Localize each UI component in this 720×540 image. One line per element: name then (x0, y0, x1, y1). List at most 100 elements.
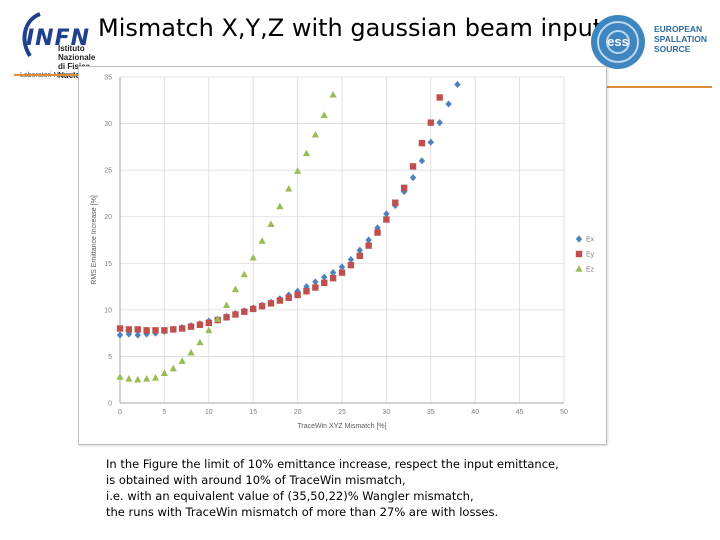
ez-point (249, 253, 257, 261)
chart-frame: 0 5 10 15 20 25 30 35 40 45 50 0 5 10 15 20 25 30 35 Ex Ey E… (78, 66, 607, 445)
ey-point (321, 279, 328, 287)
legend-ez-label: Ez (586, 267, 595, 274)
infn-arc-graphic (22, 12, 41, 58)
chart-legend: Ex Ey Ez (575, 235, 595, 274)
chart-axes (119, 77, 564, 404)
ess-logo-line3: SOURCE (654, 44, 691, 54)
legend-ey-marker (575, 250, 583, 258)
caption: In the Figure the limit of 10% emittance… (106, 456, 666, 520)
legend-ez-marker (575, 265, 583, 272)
y-tick-label: 15 (104, 261, 112, 268)
y-tick-label: 20 (104, 214, 112, 221)
ez-point (320, 111, 328, 118)
ez-point (294, 167, 302, 174)
ey-point (161, 327, 168, 334)
ey-point (232, 311, 239, 318)
ey-point (143, 327, 150, 334)
ey-point (196, 321, 204, 328)
ey-point (223, 314, 230, 321)
ey-point (250, 305, 257, 313)
ey-point (409, 163, 417, 170)
x-tick-label: 5 (162, 409, 166, 416)
ez-point (276, 202, 284, 210)
ey-point (170, 326, 177, 333)
legend-ey-label: Ey (586, 252, 595, 259)
ez-point (267, 220, 275, 227)
ey-point (285, 294, 292, 301)
chart-grid (119, 76, 565, 404)
ey-point (374, 229, 381, 236)
ey-point (365, 242, 372, 249)
ez-point (143, 374, 151, 382)
ey-point (134, 326, 141, 333)
ey-point (276, 297, 284, 304)
ey-point (241, 308, 248, 315)
ey-point (400, 184, 408, 192)
ey-point (116, 325, 124, 332)
ez-point (160, 369, 168, 376)
ex-point (338, 263, 346, 271)
ex-point (356, 246, 363, 254)
ex-point (418, 157, 426, 165)
x-tick-label: 10 (205, 409, 213, 416)
ey-point (267, 300, 275, 307)
ez-point (231, 285, 240, 293)
ey-point (356, 252, 363, 260)
ey-point (338, 269, 346, 276)
ex-point (134, 331, 141, 339)
ey-point (178, 325, 186, 332)
caption-line-2: is obtained with around 10% of TraceWin … (106, 473, 406, 487)
ez-point (205, 326, 213, 334)
slide-title: Mismatch X,Y,Z with gaussian beam input (98, 14, 603, 42)
x-tick-label: 40 (471, 409, 479, 416)
ey-point (303, 288, 310, 295)
y-tick-label: 35 (104, 75, 112, 82)
ex-point (303, 282, 310, 291)
y-tick-label: 0 (108, 401, 112, 408)
y-tick-label: 5 (108, 354, 112, 361)
x-tick-label: 25 (338, 409, 346, 416)
ez-point (222, 301, 231, 308)
legend-ex-marker (575, 235, 583, 243)
legend-ex-label: Ex (586, 237, 595, 244)
x-tick-label: 35 (427, 409, 435, 416)
ey-point (312, 284, 319, 291)
ey-point (205, 319, 212, 327)
y-tick-label: 30 (104, 121, 112, 128)
ess-logo-line2: SPALLATION (654, 34, 708, 44)
ez-point (134, 375, 142, 383)
ex-point (409, 173, 417, 182)
x-axis-label: TraceWin XYZ Mismatch [%] (297, 423, 386, 430)
ez-point (187, 348, 195, 356)
ex-point (445, 100, 452, 108)
y-axis-label: RMS Emittance Increase [%] (91, 195, 98, 285)
chart-tick-labels: 0 5 10 15 20 25 30 35 40 45 50 0 5 10 15 20 25 30 35 (104, 75, 568, 417)
x-tick-label: 0 (118, 409, 122, 416)
ez-point (311, 130, 319, 138)
ez-point (285, 184, 293, 192)
ey-point (125, 326, 133, 333)
x-tick-label: 15 (249, 409, 257, 416)
ey-point (152, 327, 159, 334)
ez-point (240, 270, 248, 278)
ex-point (365, 236, 372, 244)
ess-globe-icon: ess (591, 15, 645, 69)
ez-point (151, 374, 160, 381)
accent-rule-left (14, 74, 98, 76)
ez-point (125, 374, 133, 382)
ez-point (178, 357, 186, 364)
accent-rule-right (606, 86, 712, 88)
x-tick-label: 45 (516, 409, 524, 416)
ez-point (196, 338, 204, 346)
ey-point (418, 139, 426, 147)
ey-point (347, 261, 355, 269)
ess-logo-line1: EUROPEAN (654, 24, 703, 34)
ex-point (427, 138, 434, 146)
ey-point (436, 94, 443, 101)
ey-point (187, 323, 195, 330)
x-tick-label: 20 (294, 409, 302, 416)
ez-point (116, 373, 124, 380)
chart-marks (116, 80, 461, 383)
x-tick-label: 50 (560, 409, 568, 416)
ex-point (321, 273, 328, 281)
